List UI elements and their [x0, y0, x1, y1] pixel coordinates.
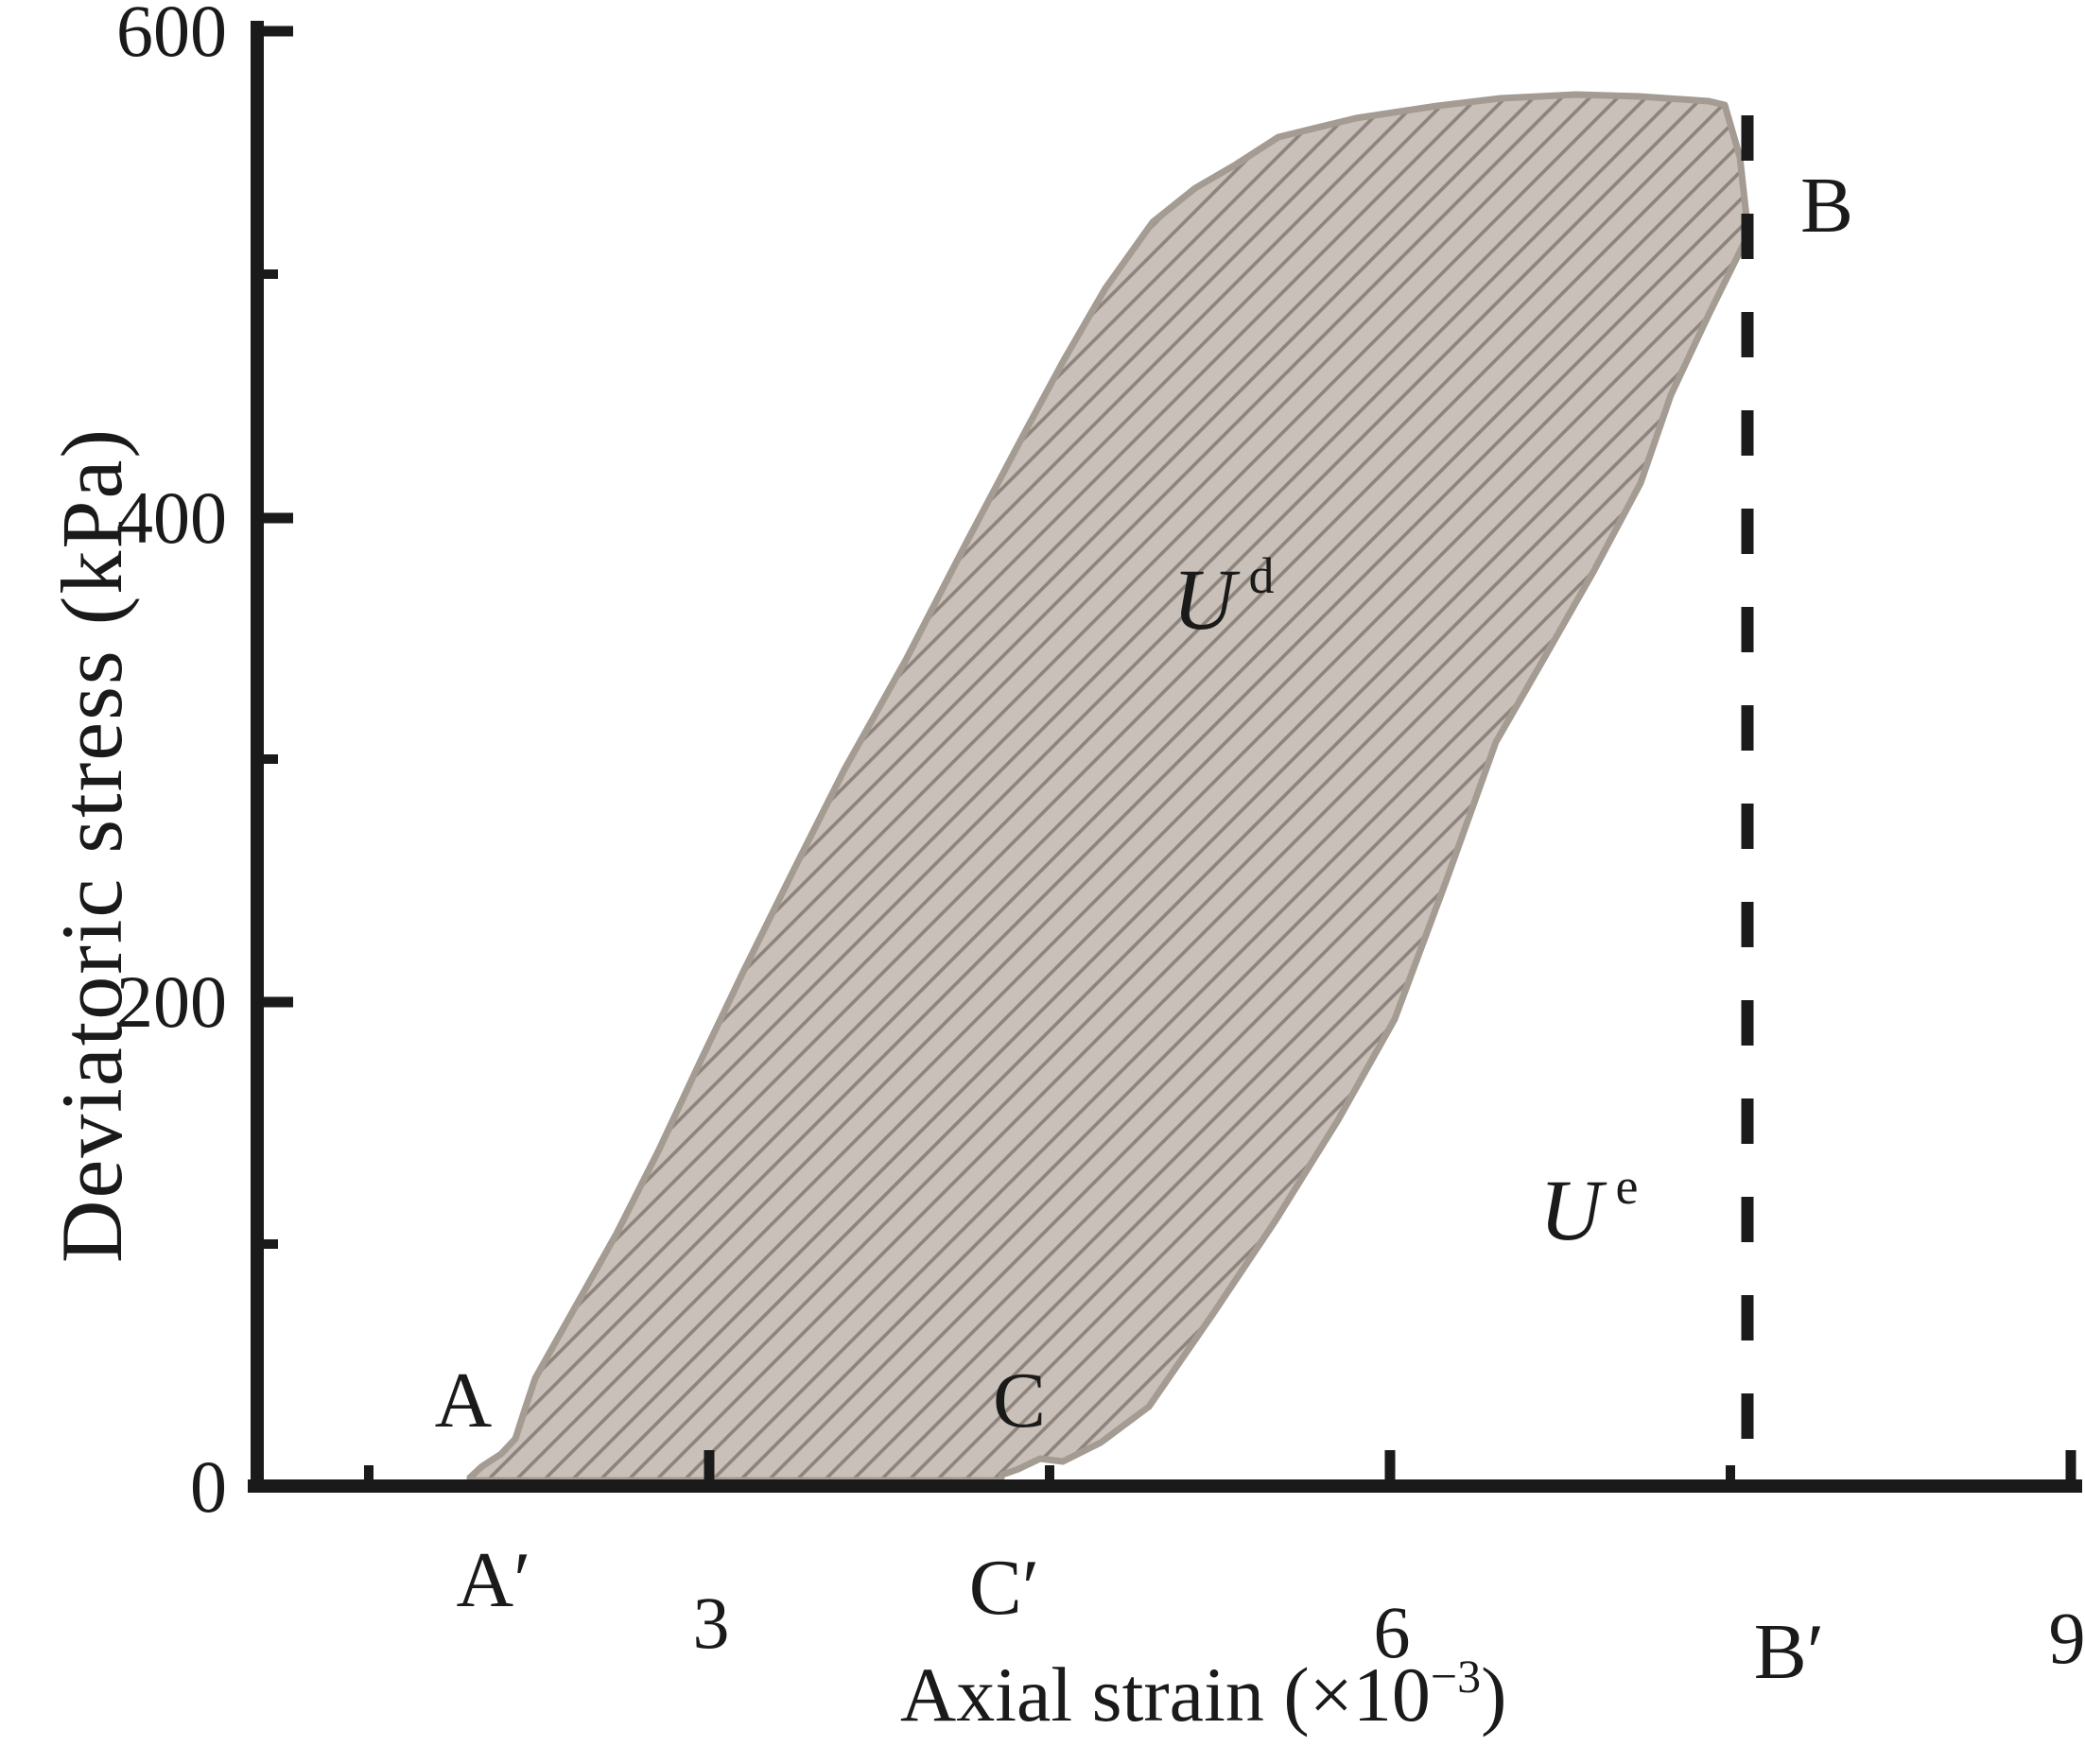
- point-label-B: B: [1799, 162, 1854, 250]
- y-tick-label-0: 0: [190, 1445, 227, 1528]
- x-axis-title-main: Axial strain (×10: [900, 1652, 1431, 1738]
- x-tick-label-3: 3: [692, 1582, 730, 1664]
- point-label-C: C: [992, 1357, 1047, 1444]
- elastic-energy-symbol: U: [1539, 1162, 1603, 1258]
- x-axis-title: Axial strain (×10−3): [900, 1652, 1506, 1734]
- y-axis-minor-ticks: [257, 269, 278, 1249]
- point-label-C-prime: C′: [968, 1544, 1040, 1632]
- hysteresis-loop-area: [466, 91, 1752, 1484]
- x-axis-minor-ticks: [364, 1465, 1735, 1486]
- y-axis-major-ticks: [257, 26, 293, 1008]
- y-tick-label-400: 400: [116, 476, 227, 559]
- x-tick-label-6: 6: [1373, 1591, 1411, 1673]
- dissipated-energy-symbol: U: [1173, 551, 1236, 648]
- y-axis-title: Deviatoric stress (kPa): [43, 427, 140, 1263]
- x-axis-major-ticks: [704, 1450, 2076, 1486]
- x-axis-title-close: ): [1481, 1652, 1507, 1738]
- point-label-B-prime: B′: [1753, 1608, 1825, 1696]
- point-label-A-prime: A′: [456, 1536, 531, 1624]
- y-tick-label-200: 200: [116, 960, 227, 1043]
- elastic-energy-superscript: e: [1615, 1158, 1639, 1215]
- y-tick-label-600: 600: [116, 0, 227, 72]
- x-axis-title-exponent: −3: [1430, 1650, 1482, 1703]
- x-tick-label-9: 9: [2048, 1597, 2085, 1679]
- dissipated-energy-superscript: d: [1248, 547, 1275, 604]
- point-label-A: A: [434, 1357, 493, 1444]
